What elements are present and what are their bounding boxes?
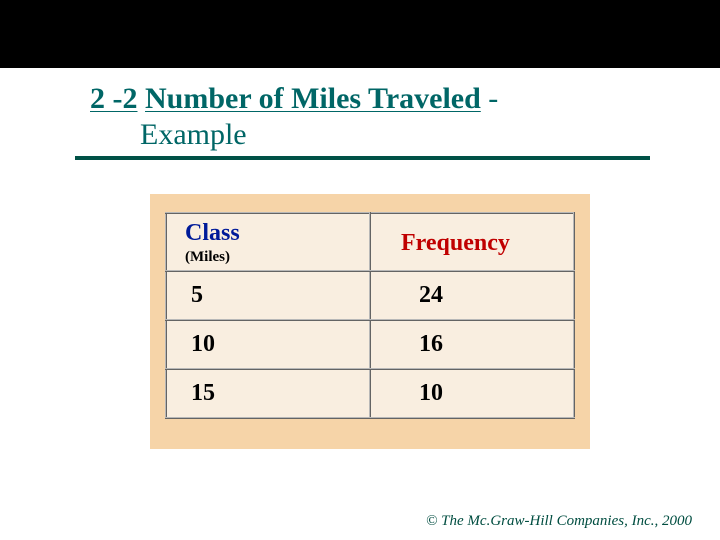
cell-class: 15 [166,369,370,418]
frequency-table: Class (Miles) Frequency 5 24 10 16 [165,212,575,419]
top-bar [0,0,720,68]
copyright-footer: © The Mc.Graw-Hill Companies, Inc., 2000 [426,513,692,530]
table-container: Class (Miles) Frequency 5 24 10 16 [150,194,590,449]
cell-frequency: 10 [370,369,574,418]
table-row: 5 24 [166,271,574,320]
slide-title: 2 -2 Number of Miles Traveled - [90,82,650,116]
header-frequency: Frequency [370,213,574,271]
cell-frequency: 24 [370,271,574,320]
header-class-sub: (Miles) [185,249,357,266]
cell-frequency: 16 [370,320,574,369]
table-row: 15 10 [166,369,574,418]
cell-class: 5 [166,271,370,320]
cell-class: 10 [166,320,370,369]
title-subtitle: Example [90,118,650,152]
header-frequency-label: Frequency [401,230,510,256]
title-block: 2 -2 Number of Miles Traveled - Example [90,82,650,178]
header-class: Class (Miles) [166,213,370,271]
section-number: 2 -2 [90,82,138,115]
header-class-label: Class [185,220,240,246]
table-header-row: Class (Miles) Frequency [166,213,574,271]
title-rule [75,156,650,160]
title-dash: - [481,82,499,115]
title-main: Number of Miles Traveled [145,82,481,115]
table-row: 10 16 [166,320,574,369]
slide-content: 2 -2 Number of Miles Traveled - Example … [0,68,720,449]
